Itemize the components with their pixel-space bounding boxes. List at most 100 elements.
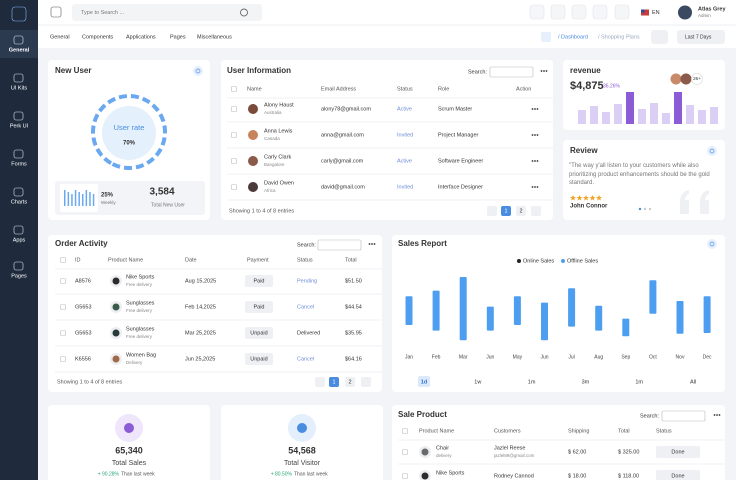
sidebar-icon[interactable] (13, 149, 24, 159)
card (392, 235, 725, 392)
more-button[interactable] (534, 160, 536, 162)
page-button[interactable] (516, 206, 526, 216)
more-button[interactable] (531, 134, 534, 136)
column-header: Action (516, 86, 531, 92)
checkbox[interactable] (402, 428, 408, 434)
checkbox[interactable] (60, 257, 66, 263)
language[interactable]: EN (652, 10, 660, 16)
page-number[interactable]: 2 (348, 379, 351, 385)
carousel-dot[interactable] (648, 207, 652, 211)
more-button[interactable] (536, 186, 539, 188)
checkbox[interactable] (231, 184, 237, 190)
home-button[interactable] (541, 32, 551, 42)
menu-button[interactable] (50, 6, 62, 18)
sidebar-icon[interactable] (13, 261, 24, 271)
more-button[interactable] (536, 108, 539, 110)
sidebar-label[interactable]: Pages (11, 273, 27, 279)
more-button[interactable] (531, 108, 534, 110)
page-button[interactable] (329, 377, 339, 387)
nav-tab[interactable]: Applications (126, 34, 156, 40)
more-button[interactable] (368, 243, 371, 245)
checkbox[interactable] (402, 449, 408, 455)
checkbox[interactable] (60, 278, 66, 284)
period-tab[interactable]: All (690, 379, 696, 385)
page-prev[interactable] (487, 206, 497, 216)
search-placeholder[interactable]: Type to Search ... (81, 10, 125, 16)
sidebar-label[interactable]: General (9, 47, 30, 53)
header-icon-button[interactable] (529, 4, 545, 20)
settings-icon (709, 148, 715, 154)
more-button[interactable] (373, 243, 376, 245)
search-box[interactable] (72, 4, 262, 21)
header-icon-button[interactable] (592, 4, 608, 20)
range-button[interactable] (677, 30, 725, 44)
nav-tab[interactable]: Miscellaneous (197, 34, 232, 40)
page-next[interactable] (361, 377, 371, 387)
more-button[interactable] (536, 134, 539, 136)
more-button[interactable] (545, 70, 548, 72)
sidebar-label[interactable]: UI Kits (11, 85, 27, 91)
more-button[interactable] (540, 70, 543, 72)
page-prev[interactable] (315, 377, 325, 387)
sidebar-label[interactable]: Forms (11, 161, 27, 167)
more-button[interactable] (534, 134, 536, 136)
checkbox[interactable] (60, 330, 66, 336)
header-icon-button[interactable] (550, 4, 566, 20)
checkbox[interactable] (402, 473, 408, 479)
breadcrumb[interactable]: / Dashboard (558, 34, 588, 40)
checkbox[interactable] (231, 158, 237, 164)
nav-tab[interactable]: General (50, 34, 70, 40)
search-input[interactable] (317, 239, 362, 251)
period-tab[interactable]: 1w (474, 379, 481, 385)
page-number[interactable]: 1 (332, 379, 335, 385)
nav-tab[interactable]: Pages (170, 34, 186, 40)
carousel-dot[interactable] (638, 207, 642, 211)
page-number[interactable]: 1 (504, 208, 507, 214)
more-button[interactable] (534, 108, 536, 110)
more-button[interactable] (718, 414, 721, 416)
sidebar-label[interactable]: Charts (11, 199, 27, 205)
header-icon-button[interactable] (571, 4, 587, 20)
checkbox[interactable] (231, 106, 237, 112)
checkbox[interactable] (60, 356, 66, 362)
period-tab[interactable]: 1m (528, 379, 536, 385)
sidebar-icon[interactable] (13, 187, 24, 197)
range-label[interactable]: Last 7 Days (685, 34, 712, 40)
checkbox[interactable] (60, 304, 66, 310)
nav-tab[interactable]: Components (82, 34, 113, 40)
checkbox[interactable] (231, 132, 237, 138)
search-input[interactable] (489, 66, 534, 78)
page-button[interactable] (501, 206, 511, 216)
download-button[interactable] (651, 30, 668, 44)
sidebar-icon[interactable] (13, 35, 24, 45)
gauge-label: User rate (114, 123, 145, 132)
settings-button[interactable] (707, 239, 717, 249)
checkbox[interactable] (231, 86, 237, 92)
more-button[interactable] (534, 186, 536, 188)
more-button[interactable] (371, 243, 373, 245)
user-role: Scrum Master (438, 106, 472, 112)
sidebar-icon[interactable] (13, 225, 24, 235)
page-next[interactable] (531, 206, 541, 216)
more-button[interactable] (716, 414, 718, 416)
more-button[interactable] (713, 414, 716, 416)
more-button[interactable] (543, 70, 545, 72)
page-number[interactable]: 2 (519, 208, 522, 214)
more-button[interactable] (531, 160, 534, 162)
period-tab[interactable]: 1d (421, 379, 427, 385)
sidebar-icon[interactable] (13, 111, 24, 121)
page-button[interactable] (345, 377, 355, 387)
sidebar-label[interactable]: Apps (13, 237, 26, 243)
settings-button[interactable] (707, 146, 717, 156)
more-button[interactable] (531, 186, 534, 188)
sidebar-icon[interactable] (13, 73, 24, 83)
search-input[interactable] (661, 410, 706, 422)
period-tab[interactable]: 1m (635, 379, 643, 385)
period-tab[interactable]: 3m (582, 379, 590, 385)
more-button[interactable] (536, 160, 539, 162)
carousel-dot[interactable] (643, 207, 647, 211)
settings-button[interactable] (193, 66, 203, 76)
sidebar-label[interactable]: Perk UI (10, 123, 29, 129)
user-avatar[interactable] (678, 5, 692, 20)
header-icon-button[interactable] (614, 4, 630, 20)
